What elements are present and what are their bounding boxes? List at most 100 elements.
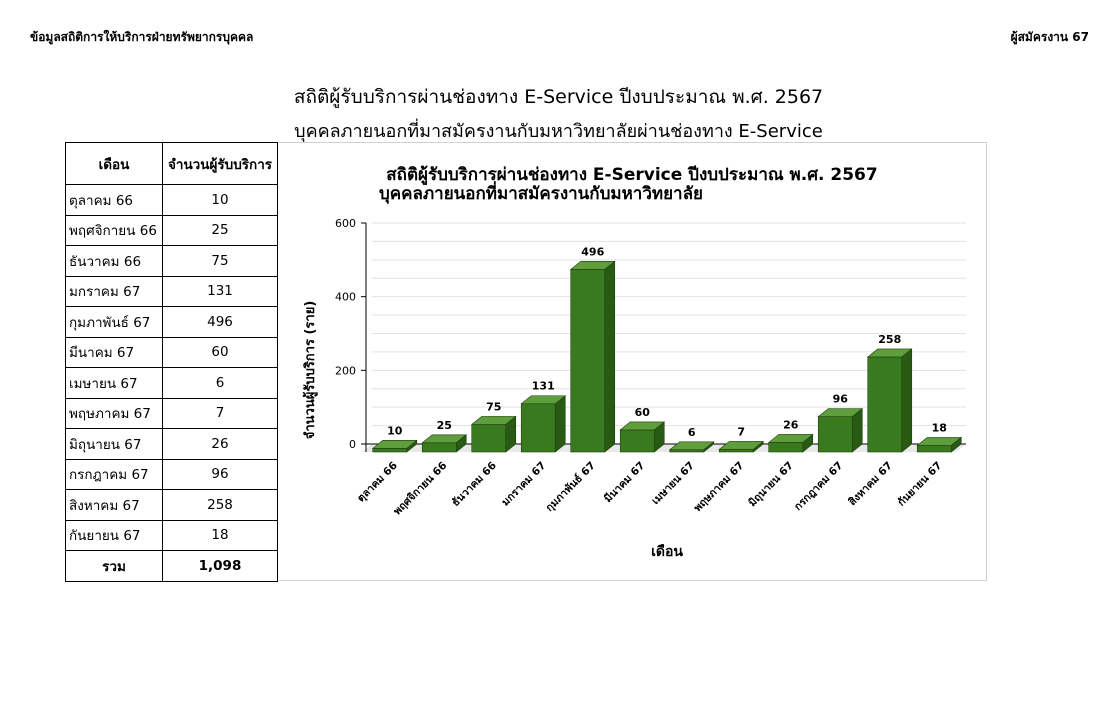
y-tick-label: 200 bbox=[335, 364, 356, 377]
bar bbox=[570, 269, 606, 453]
count-cell: 131 bbox=[162, 275, 278, 307]
header-right: ผู้สมัครงาน 67 bbox=[1010, 30, 1089, 44]
bar-side bbox=[604, 260, 616, 453]
count-cell: 6 bbox=[162, 367, 278, 399]
month-cell: เมษายน 67 bbox=[65, 367, 163, 399]
month-cell: ธันวาคม 66 bbox=[65, 245, 163, 277]
x-tick-label: เมษายน 67 bbox=[650, 460, 697, 507]
month-cell: กรกฎาคม 67 bbox=[65, 458, 163, 490]
count-cell: 258 bbox=[162, 489, 278, 521]
bar bbox=[916, 445, 952, 453]
count-cell: 75 bbox=[162, 245, 278, 277]
plot-area: 0 200 400 600 10 ตุลาคม 66 25 พฤศจิกายน 66 75 ธัน… bbox=[335, 217, 966, 518]
x-axis-label: เดือน bbox=[651, 544, 683, 560]
month-cell: มิถุนายน 67 bbox=[65, 428, 163, 460]
data-label: 496 bbox=[581, 245, 604, 258]
bar bbox=[619, 429, 655, 453]
x-tick-label: มิถุนายน 67 bbox=[746, 460, 796, 510]
count-cell: 25 bbox=[162, 214, 278, 246]
x-tick-label: ธันวาคม 66 bbox=[450, 460, 499, 509]
y-tick-label: 400 bbox=[335, 291, 356, 304]
table-row: ธันวาคม 66 75 bbox=[65, 245, 278, 277]
bar-top bbox=[817, 408, 864, 417]
x-tick-label: มกราคม 67 bbox=[500, 460, 549, 509]
bar-top bbox=[916, 437, 963, 446]
y-tick-label: 600 bbox=[335, 217, 356, 230]
chart-subtitle: บุคคลภายนอกที่มาสมัครงานกับมหาวิทยาลัย bbox=[379, 181, 703, 204]
data-label: 7 bbox=[737, 425, 745, 438]
count-cell: 26 bbox=[162, 428, 278, 460]
bar bbox=[421, 442, 457, 453]
bar bbox=[718, 449, 754, 453]
x-tick-label: กุมภาพันธ์ 67 bbox=[543, 459, 599, 515]
data-label: 10 bbox=[387, 424, 403, 437]
bar-side bbox=[901, 348, 913, 453]
table-row: กรกฎาคม 67 96 bbox=[65, 458, 278, 490]
bar bbox=[817, 416, 853, 453]
bar-top bbox=[619, 421, 666, 431]
bar-top bbox=[470, 416, 517, 425]
count-cell: 60 bbox=[162, 336, 278, 368]
month-cell: พฤษภาคม 67 bbox=[65, 397, 163, 429]
table-row: เมษายน 67 6 bbox=[65, 367, 278, 399]
bar-chart: สถิติผู้รับบริการผ่านช่องทาง E-Service ป… bbox=[302, 164, 966, 560]
bar bbox=[520, 403, 556, 453]
bar-top bbox=[520, 395, 567, 405]
table-row: สิงหาคม 67 258 bbox=[65, 489, 278, 521]
month-cell: กันยายน 67 bbox=[65, 519, 163, 551]
bar-top bbox=[371, 440, 418, 449]
month-cell: มกราคม 67 bbox=[65, 275, 163, 307]
table-row: กันยายน 67 18 bbox=[65, 519, 278, 551]
x-tick-label: กันยายน 67 bbox=[895, 460, 944, 509]
data-label: 26 bbox=[783, 418, 799, 431]
y-tick-label: 0 bbox=[349, 438, 356, 451]
table-row: มีนาคม 67 60 bbox=[65, 336, 278, 368]
chart-title: สถิติผู้รับบริการผ่านช่องทาง E-Service ป… bbox=[386, 164, 877, 186]
column-header-count: จำนวนผู้รับบริการ bbox=[162, 142, 278, 185]
bar-top bbox=[866, 348, 913, 358]
x-tick-label: ตุลาคม 66 bbox=[355, 460, 401, 506]
x-tick-label: กรกฎาคม 67 bbox=[792, 460, 845, 513]
table-row: พฤศจิกายน 66 25 bbox=[65, 214, 278, 246]
table-header-row: เดือน จำนวนผู้รับบริการ bbox=[65, 142, 278, 185]
count-cell: 96 bbox=[162, 458, 278, 490]
bar-top bbox=[767, 434, 814, 443]
data-label: 75 bbox=[486, 400, 501, 413]
table-row: มกราคม 67 131 bbox=[65, 275, 278, 307]
count-cell: 18 bbox=[162, 519, 278, 551]
month-cell: พฤศจิกายน 66 bbox=[65, 214, 163, 246]
x-tick-label: สิงหาคม 67 bbox=[846, 460, 895, 509]
data-label: 96 bbox=[833, 393, 849, 406]
table-row: มิถุนายน 67 26 bbox=[65, 428, 278, 460]
data-label: 18 bbox=[932, 421, 947, 434]
count-cell: 10 bbox=[162, 184, 278, 216]
table-row: พฤษภาคม 67 7 bbox=[65, 397, 278, 429]
bar-top bbox=[718, 441, 765, 450]
page-subtitle: บุคคลภายนอกที่มาสมัครงานกับมหาวิทยาลัยผ่… bbox=[294, 121, 823, 142]
bar bbox=[471, 424, 507, 453]
x-tick-label: พฤศจิกายน 66 bbox=[391, 460, 449, 518]
x-tick-label: มีนาคม 67 bbox=[601, 459, 647, 505]
data-label: 131 bbox=[532, 380, 555, 393]
month-cell: ตุลาคม 66 bbox=[65, 184, 163, 216]
table-row: ตุลาคม 66 10 bbox=[65, 184, 278, 216]
chart-panel: สถิติผู้รับบริการผ่านช่องทาง E-Service ป… bbox=[279, 142, 987, 581]
total-value: 1,098 bbox=[162, 550, 278, 582]
data-label: 60 bbox=[635, 406, 651, 419]
header-left: ข้อมูลสถิติการให้บริการฝ่ายทรัพยากรบุคคล bbox=[30, 30, 254, 44]
page-title: สถิติผู้รับบริการผ่านช่องทาง E-Service ป… bbox=[293, 86, 824, 108]
bar bbox=[768, 442, 804, 453]
bar-side bbox=[554, 395, 566, 453]
column-header-month: เดือน bbox=[65, 142, 163, 185]
table-row: กุมภาพันธ์ 67 496 bbox=[65, 306, 278, 338]
bar bbox=[372, 448, 408, 453]
bar bbox=[669, 449, 705, 453]
bar-top bbox=[569, 261, 616, 270]
month-cell: กุมภาพันธ์ 67 bbox=[65, 306, 163, 338]
data-label: 258 bbox=[878, 333, 901, 346]
x-tick-label: พฤษภาคม 67 bbox=[692, 460, 747, 515]
y-axis-label: จำนวนผู้รับบริการ (ราย) bbox=[302, 301, 318, 440]
bar bbox=[867, 356, 903, 453]
total-row: รวม 1,098 bbox=[65, 550, 278, 582]
total-label: รวม bbox=[65, 550, 163, 582]
